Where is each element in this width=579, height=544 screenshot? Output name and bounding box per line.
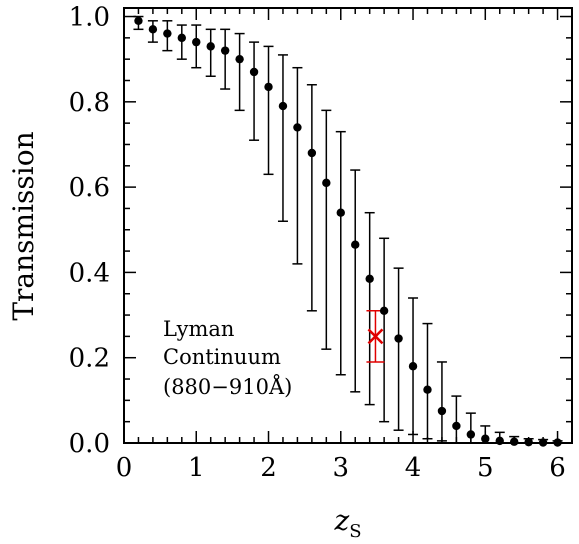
data-point [437, 406, 447, 416]
data-point [264, 82, 273, 92]
annotation-line-3: (880−910Å) [163, 374, 292, 399]
data-point [177, 33, 187, 43]
y-tick-label: 0.4 [69, 258, 110, 288]
data-point [509, 437, 519, 446]
y-tick-label: 0.2 [69, 344, 110, 374]
x-tick-label: 0 [116, 453, 133, 483]
annotation-line-1: Lyman [163, 317, 234, 341]
data-point [220, 46, 230, 55]
data-point [163, 29, 172, 38]
x-axis-title: zS [333, 504, 361, 542]
data-point [379, 306, 389, 315]
data-point [336, 208, 345, 217]
x-tick-label: 2 [260, 453, 277, 483]
data-point [192, 37, 201, 47]
data-point [235, 54, 244, 64]
x-axis-title-main: z [333, 504, 349, 537]
y-tick-label: 0.8 [69, 88, 110, 118]
data-point [466, 430, 476, 439]
data-point [408, 362, 418, 371]
data-point [365, 274, 374, 284]
tick-labels: 0 1 2 3 4 5 6 0.0 0.2 0.4 0.6 0.8 1.0 [69, 3, 566, 483]
y-tick-label: 1.0 [69, 3, 110, 33]
plot-frame [123, 7, 573, 444]
x-tick-label: 4 [405, 453, 422, 483]
data-point [134, 16, 143, 25]
data-point [452, 421, 461, 431]
x-axis-title-subscript: S [349, 521, 361, 542]
data-point [351, 240, 360, 249]
y-axis-title: Transmission [7, 131, 40, 320]
data-point [481, 434, 490, 443]
x-tick-label: 6 [549, 453, 566, 483]
data-point [423, 385, 432, 394]
measurement-cross-marker [367, 328, 384, 345]
data-point [322, 178, 331, 188]
annotation-line-2: Continuum [163, 345, 281, 369]
data-point [206, 42, 215, 51]
cross-stroke [367, 328, 384, 345]
x-tick-label: 3 [333, 453, 350, 483]
y-tick-label: 0.6 [69, 173, 110, 203]
x-tick-label: 1 [188, 453, 205, 483]
data-point [394, 334, 403, 343]
x-tick-label: 5 [477, 453, 494, 483]
data-point [249, 67, 259, 77]
data-point [148, 25, 158, 34]
data-point [278, 101, 288, 111]
y-tick-label: 0.0 [69, 429, 110, 459]
data-point [307, 148, 317, 158]
data-point [293, 123, 302, 132]
